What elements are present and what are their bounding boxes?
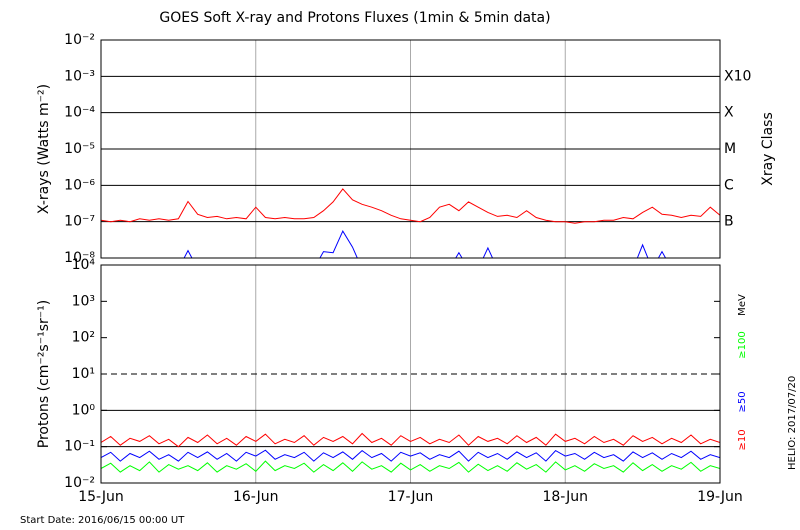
plot-area xyxy=(101,432,720,473)
x-tick-label: 16-Jun xyxy=(233,489,279,505)
series-line xyxy=(101,449,720,462)
plot-frame xyxy=(100,39,721,259)
legend-entry: ≥10 xyxy=(737,429,748,450)
y-tick-label: 10⁻¹ xyxy=(64,439,95,455)
y-tick-label: 10⁻⁷ xyxy=(64,214,95,230)
y-axis-label: X-rays (Watts m⁻²) xyxy=(36,84,52,214)
class-label: B xyxy=(724,214,734,230)
y-tick-label: 10⁰ xyxy=(72,402,96,418)
right-axis-label: Xray Class xyxy=(760,112,776,186)
x-tick-label: 17-Jun xyxy=(388,489,434,505)
x-tick-label: 18-Jun xyxy=(542,489,588,505)
y-tick-label: 10⁻² xyxy=(64,475,95,491)
x-tick-label: 19-Jun xyxy=(697,489,743,505)
class-label: M xyxy=(724,141,736,157)
chart-title: GOES Soft X-ray and Protons Fluxes (1min… xyxy=(159,10,550,26)
y-tick-label: 10⁴ xyxy=(72,257,96,273)
y-tick-label: 10¹ xyxy=(72,366,95,382)
class-label: C xyxy=(724,177,734,193)
legend-entry: ≥100 xyxy=(737,331,748,358)
credit: HELIO: 2017/07/20 xyxy=(787,376,798,470)
y-tick-label: 10⁻⁶ xyxy=(64,177,95,193)
y-tick-label: 10⁻⁸ xyxy=(64,250,95,266)
y-axis-label: Protons (cm⁻²s⁻¹sr⁻¹) xyxy=(36,300,52,449)
class-label: X10 xyxy=(724,68,751,84)
unit-label: MeV xyxy=(737,294,748,316)
start-date: Start Date: 2016/06/15 00:00 UT xyxy=(20,515,185,526)
y-tick-label: 10³ xyxy=(72,293,95,309)
y-tick-label: 10⁻² xyxy=(64,32,95,48)
y-tick-label: 10² xyxy=(72,330,95,346)
series-line xyxy=(101,432,720,448)
y-tick-label: 10⁻⁴ xyxy=(64,105,95,121)
series-line xyxy=(101,188,720,224)
plot-frame xyxy=(100,264,721,484)
class-label: X xyxy=(724,105,734,121)
x-tick-label: 15-Jun xyxy=(78,489,124,505)
series-line xyxy=(101,460,720,473)
y-tick-label: 10⁻³ xyxy=(64,68,95,84)
plot-area xyxy=(101,188,720,258)
y-tick-label: 10⁻⁵ xyxy=(64,141,95,157)
legend-entry: ≥50 xyxy=(737,391,748,412)
